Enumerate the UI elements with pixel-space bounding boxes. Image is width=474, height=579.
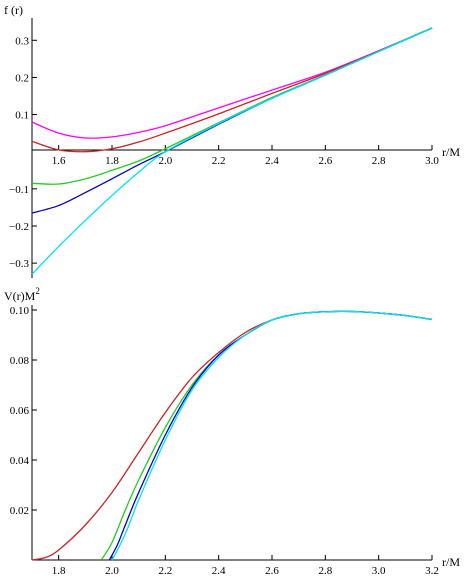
top-x-tick-label: 2.0 (158, 155, 172, 167)
bottom-x-tick-label: 2.4 (212, 565, 226, 577)
bottom-x-tick-label: 2.0 (105, 565, 119, 577)
top-x-tick-label: 1.8 (105, 155, 119, 167)
bottom-y-tick-label: 0.04 (10, 455, 30, 467)
bottom-y-tick-label: 0.08 (10, 355, 30, 367)
bottom-x-tick-label: 2.2 (158, 565, 172, 577)
top-x-tick-label: 2.8 (372, 155, 386, 167)
top-x-tick-label: 2.6 (318, 155, 332, 167)
bottom-series-line-2 (100, 310, 433, 561)
top-ticks: 1.6 1.8 2.0 2.2 2.4 2.6 2.8 3.0 −0.3 −0.2 −0.1 0.1 0… (9, 35, 439, 270)
top-y-tick-label: −0.3 (9, 258, 29, 270)
bottom-x-tick-label: 2.6 (265, 565, 279, 577)
bottom-curves (31, 310, 433, 561)
bottom-y-tick-label: 0.02 (10, 505, 29, 517)
bottom-series-line-3 (108, 310, 433, 561)
top-x-tick-label: 1.6 (52, 155, 66, 167)
top-y-tick-label: −0.1 (9, 184, 29, 196)
top-curves (31, 27, 433, 275)
bottom-panel: V(r)M2 r/M 1.8 2.0 2.2 2.4 2.6 2.8 3.0 3.2 0.02 0… (4, 286, 460, 577)
bottom-x-tick-label: 3.2 (425, 565, 439, 577)
top-y-tick-label: 0.2 (15, 72, 29, 84)
top-x-tick-label: 3.0 (425, 155, 439, 167)
top-panel: f (r) r/M 1.6 1.8 2.0 2.2 2.4 2.6 2.8 3.0 −0.3 −0… (4, 3, 460, 278)
bottom-y-label: V(r)M2 (4, 286, 40, 303)
top-x-tick-label: 2.4 (265, 155, 279, 167)
bottom-series-line-4 (111, 310, 433, 561)
bottom-x-tick-label: 1.8 (52, 565, 66, 577)
top-y-tick-label: 0.1 (15, 110, 29, 122)
top-series-line-4 (31, 27, 433, 214)
top-y-tick-label: 0.3 (15, 35, 29, 47)
top-series-line-1 (31, 27, 433, 139)
bottom-y-tick-label: 0.06 (10, 405, 30, 417)
top-y-tick-label: −0.2 (9, 221, 29, 233)
top-series-line-2 (31, 27, 433, 153)
bottom-x-tick-label: 2.8 (318, 565, 332, 577)
top-x-label: r/M (442, 145, 460, 159)
bottom-y-label-main: V(r)M (4, 289, 36, 303)
bottom-x-label: r/M (442, 555, 460, 569)
bottom-series-line-1 (31, 310, 433, 561)
top-x-tick-label: 2.2 (212, 155, 226, 167)
top-series-line-5 (31, 27, 433, 275)
top-y-label: f (r) (4, 3, 23, 17)
bottom-x-tick-label: 3.0 (372, 565, 386, 577)
bottom-y-tick-label: 0.10 (10, 305, 30, 317)
bottom-y-label-sup: 2 (35, 286, 40, 296)
